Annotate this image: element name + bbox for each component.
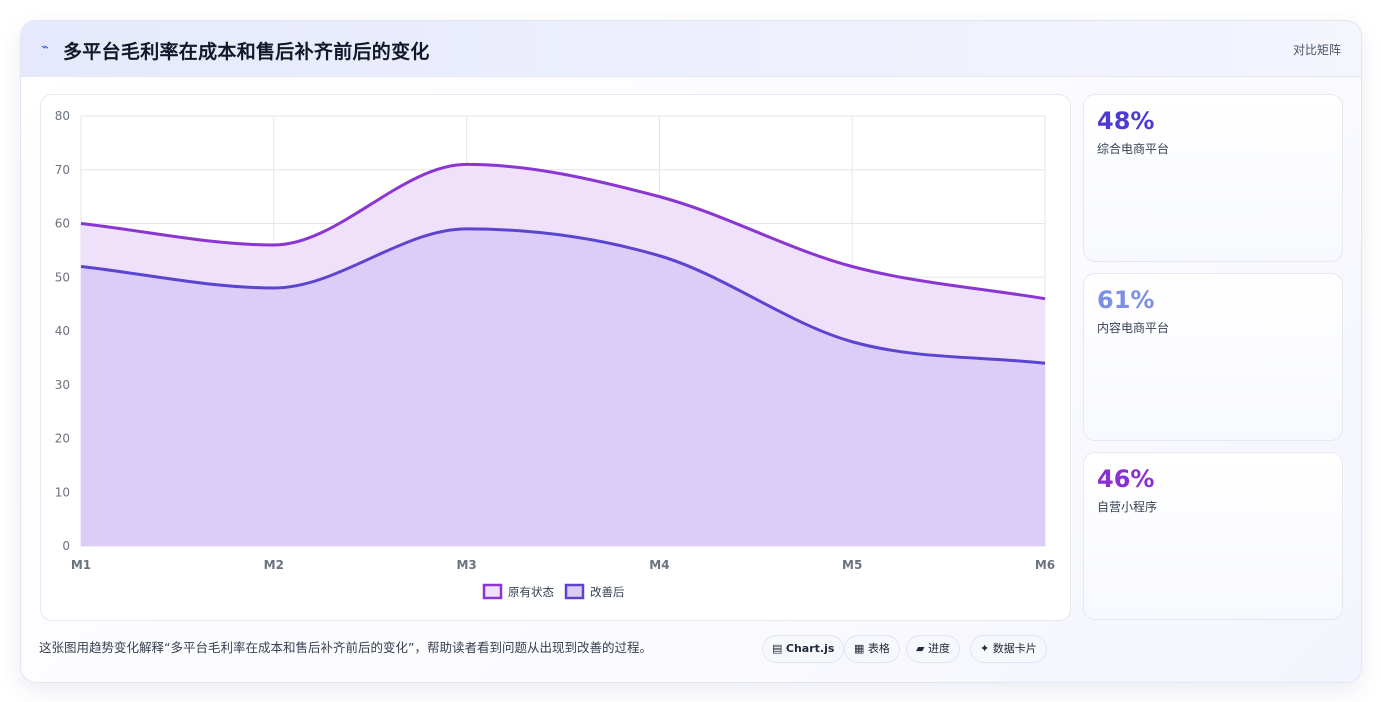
chip-label: 数据卡片 — [992, 642, 1037, 655]
chart-icon: ▤ — [772, 642, 783, 655]
x-tick-label: M2 — [264, 558, 284, 572]
stat-label: 综合电商平台 — [1097, 142, 1170, 156]
y-tick-label: 50 — [55, 270, 70, 284]
y-tick-label: 20 — [55, 432, 70, 446]
y-tick-label: 60 — [55, 217, 70, 231]
dashboard-card: ⌁ 多平台毛利率在成本和售后补齐前后的变化 对比矩阵 0 10 20 30 40 50 60… — [20, 20, 1362, 683]
chip-progress[interactable]: ▰ 进度 — [906, 635, 960, 663]
table-icon: ▦ — [854, 642, 865, 655]
stat-value: 48% — [1097, 107, 1155, 135]
sparkle-icon: ✦ — [980, 642, 990, 655]
series-area — [81, 228, 1045, 546]
page-title: 多平台毛利率在成本和售后补齐前后的变化 — [63, 41, 430, 63]
chip-label: 进度 — [927, 642, 950, 655]
chip-chartjs[interactable]: ▤ Chart.js — [762, 635, 845, 663]
chart-panel: 0 10 20 30 40 50 60 70 80 M1 M2 M3 M4 M5 M6 原有状态 改善后 — [40, 94, 1071, 621]
legend-swatch — [482, 583, 503, 600]
series-line — [80, 162, 1046, 301]
stat-value: 61% — [1097, 286, 1155, 314]
card-header: ⌁ 多平台毛利率在成本和售后补齐前后的变化 对比矩阵 — [21, 21, 1361, 77]
legend-label: 原有状态 — [508, 585, 554, 599]
stat-card: 61% 内容电商平台 — [1083, 273, 1343, 441]
stat-value: 46% — [1097, 465, 1155, 493]
x-tick-label: M4 — [649, 558, 669, 572]
chip-table[interactable]: ▦ 表格 — [844, 635, 900, 663]
x-tick-label: M1 — [71, 558, 91, 572]
y-tick-label: 10 — [55, 485, 70, 499]
x-tick-label: M6 — [1035, 558, 1055, 572]
stat-label: 内容电商平台 — [1097, 321, 1170, 335]
chip-data-cards[interactable]: ✦ 数据卡片 — [970, 635, 1047, 663]
legend-label: 改善后 — [590, 585, 625, 599]
chip-label: 表格 — [867, 642, 890, 655]
y-tick-label: 40 — [55, 324, 70, 338]
trend-icon: ⌁ — [41, 40, 49, 55]
y-tick-label: 0 — [62, 539, 70, 553]
view-tag[interactable]: 对比矩阵 — [1292, 43, 1341, 57]
stat-card: 48% 综合电商平台 — [1083, 94, 1343, 262]
y-tick-label: 70 — [55, 163, 70, 177]
x-tick-label: M3 — [456, 558, 476, 572]
series-line — [80, 227, 1046, 365]
chip-label: Chart.js — [785, 642, 835, 655]
y-tick-label: 80 — [55, 109, 70, 123]
x-tick-label: M5 — [842, 558, 862, 572]
stat-card: 46% 自营小程序 — [1083, 452, 1343, 620]
chart-description: 这张图用趋势变化解释“多平台毛利率在成本和售后补齐前后的变化”，帮助读者看到问题… — [39, 640, 652, 655]
legend-swatch — [564, 583, 585, 600]
stat-label: 自营小程序 — [1097, 500, 1158, 514]
progress-icon: ▰ — [916, 642, 925, 655]
y-tick-label: 30 — [55, 378, 70, 392]
area-chart: 0 10 20 30 40 50 60 70 80 M1 M2 M3 M4 M5 M6 原有状态 改善后 — [55, 109, 1055, 600]
